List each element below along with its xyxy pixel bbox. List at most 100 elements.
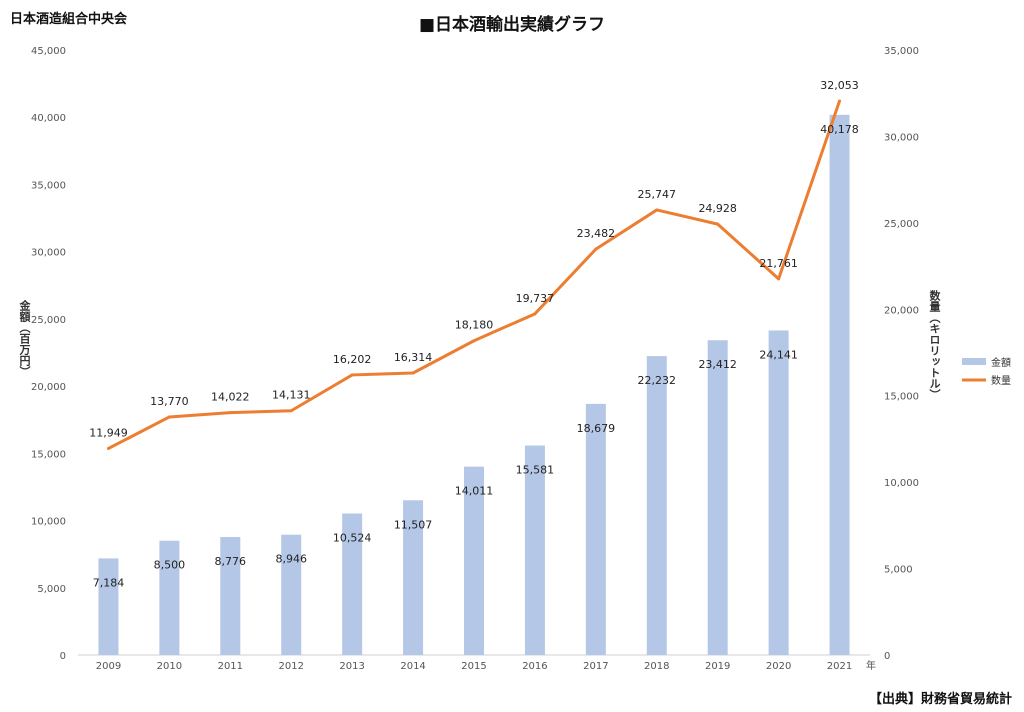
y-left-tick-label: 20,000 [31, 382, 66, 393]
bar-data-label: 11,507 [394, 518, 433, 531]
legend-swatch-bar [962, 358, 986, 365]
bar [829, 114, 850, 656]
y-left-tick-label: 35,000 [31, 180, 66, 191]
bar-data-label: 18,679 [577, 422, 616, 435]
x-tick-label: 2009 [96, 661, 121, 672]
y-left-tick-label: 30,000 [31, 248, 66, 259]
y-axis-left-label: 金額（百万円） [18, 300, 31, 377]
y-axis-right-label: 数量（キロリットル） [928, 290, 941, 400]
bar-data-label: 22,232 [638, 374, 677, 387]
bar-data-label: 15,581 [516, 464, 555, 477]
x-tick-label: 2015 [461, 661, 486, 672]
y-left-tick-label: 45,000 [31, 46, 66, 57]
bar [585, 403, 606, 655]
line-point [716, 222, 720, 226]
legend-label-bar: 金額 [991, 356, 1011, 369]
x-tick-label: 2011 [218, 661, 243, 672]
x-tick-label: 2020 [766, 661, 791, 672]
bar-data-label: 8,946 [275, 553, 307, 566]
line-data-label: 21,761 [759, 257, 798, 270]
bar-data-labels: 7,184 8,500 8,776 8,946 10,524 11,507 14,011 15… [93, 123, 859, 590]
bar [464, 466, 484, 655]
legend-label-line: 数量 [991, 374, 1011, 387]
bar-data-label: 24,141 [759, 348, 798, 361]
bar [646, 356, 667, 655]
line-data-label: 13,770 [150, 395, 189, 408]
bar [403, 500, 424, 655]
source-note: 【出典】財務省貿易統計 [868, 692, 1012, 707]
y-left-tick-label: 15,000 [31, 449, 66, 460]
x-tick-label: 2010 [157, 661, 182, 672]
x-axis-unit: 年 [866, 659, 876, 672]
line-series-volume [106, 99, 842, 450]
line-point [838, 99, 842, 103]
line-data-label: 32,053 [820, 79, 859, 92]
line-point [777, 277, 781, 281]
line-point [411, 371, 415, 375]
bar-data-label: 8,500 [154, 559, 186, 572]
y-right-tick-label: 20,000 [884, 305, 919, 316]
line-data-label: 24,928 [698, 202, 737, 215]
y-right-tick-label: 10,000 [884, 478, 919, 489]
bar [98, 558, 119, 655]
line-data-label: 14,131 [272, 389, 311, 402]
line-data-label: 16,202 [333, 353, 372, 366]
line-data-label: 14,022 [211, 391, 250, 404]
x-tick-label: 2019 [705, 661, 730, 672]
y-axis-right-ticks: 0 5,000 10,000 15,000 20,000 25,000 30,000 35,0… [884, 46, 919, 662]
bar [707, 340, 728, 655]
line-point [533, 312, 537, 316]
line-point [350, 373, 354, 377]
bar [524, 445, 545, 655]
line-data-label: 16,314 [394, 351, 433, 364]
x-tick-label: 2013 [339, 661, 364, 672]
line-point [655, 208, 659, 212]
x-tick-label: 2021 [827, 661, 852, 672]
line-data-label: 11,949 [89, 426, 128, 439]
y-left-tick-label: 10,000 [31, 517, 66, 528]
line-data-label: 25,747 [638, 188, 677, 201]
x-axis-ticks: 2009 2010 2011 2012 2013 2014 2015 2016 2017 2018… [96, 661, 853, 672]
y-right-tick-label: 25,000 [884, 219, 919, 230]
bar-series-value [98, 114, 850, 656]
x-tick-label: 2014 [400, 661, 425, 672]
y-right-tick-label: 5,000 [884, 565, 913, 576]
bar [342, 513, 363, 655]
organization-name: 日本酒造組合中央会 [10, 12, 128, 27]
bar-data-label: 8,776 [215, 555, 247, 568]
chart-title: ■日本酒輸出実績グラフ [418, 15, 606, 35]
line-point [167, 415, 171, 419]
bar-data-label: 10,524 [333, 532, 372, 545]
line-point [228, 411, 232, 415]
bar-data-label: 40,178 [820, 123, 859, 136]
bar-data-label: 7,184 [93, 576, 125, 589]
bar [159, 540, 180, 655]
x-tick-label: 2016 [522, 661, 547, 672]
x-tick-label: 2017 [583, 661, 608, 672]
bar-data-label: 23,412 [698, 358, 737, 371]
y-right-tick-label: 0 [884, 651, 890, 662]
y-left-tick-label: 0 [60, 651, 66, 662]
y-axis-left-ticks: 0 5,000 10,000 15,000 20,000 25,000 30,000 35,0… [31, 46, 66, 662]
line-data-label: 19,737 [516, 292, 555, 305]
line-point [106, 446, 110, 450]
bar [220, 537, 241, 655]
line-data-label: 23,482 [577, 227, 616, 240]
x-tick-label: 2018 [644, 661, 669, 672]
line-data-label: 18,180 [455, 319, 494, 332]
x-tick-label: 2012 [279, 661, 304, 672]
y-right-tick-label: 15,000 [884, 392, 919, 403]
bar [281, 534, 302, 655]
line-data-labels: 11,949 13,770 14,022 14,131 16,202 16,314 18,1… [89, 79, 859, 440]
y-right-tick-label: 30,000 [884, 132, 919, 143]
y-left-tick-label: 5,000 [37, 584, 66, 595]
line-point [594, 247, 598, 251]
bar [768, 330, 789, 655]
y-left-tick-label: 40,000 [31, 113, 66, 124]
line-point [289, 409, 293, 413]
y-right-tick-label: 35,000 [884, 46, 919, 57]
line-point [472, 339, 476, 343]
bar-data-label: 14,011 [455, 485, 494, 498]
